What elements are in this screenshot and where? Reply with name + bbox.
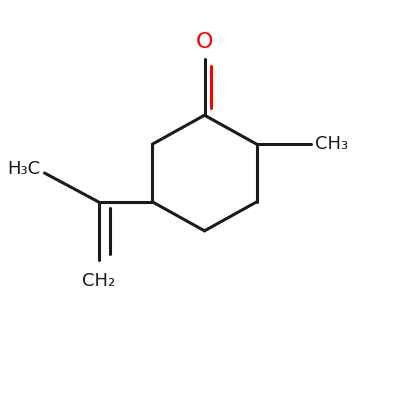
Text: H₃C: H₃C — [8, 160, 41, 178]
Text: CH₂: CH₂ — [82, 272, 115, 290]
Text: O: O — [196, 32, 213, 52]
Text: CH₃: CH₃ — [315, 135, 348, 153]
